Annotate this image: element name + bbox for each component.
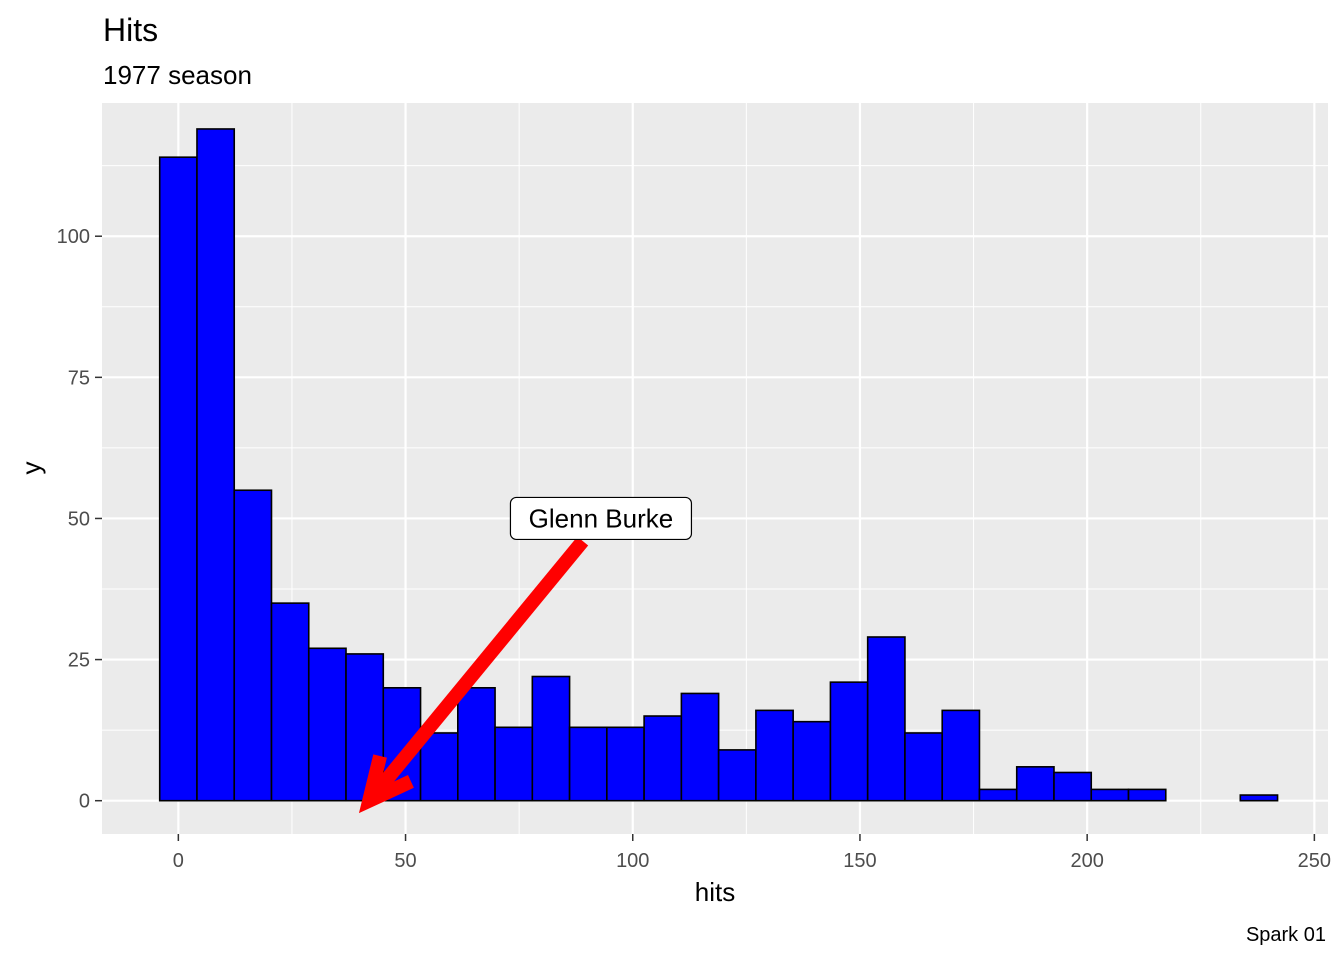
y-axis: 0 25 50 75 100 — [57, 226, 102, 813]
x-tick-label: 200 — [1070, 850, 1103, 872]
y-tick-label: 25 — [68, 650, 90, 672]
x-tick-label: 250 — [1298, 850, 1331, 872]
histogram-bar — [904, 732, 944, 802]
histogram-bar — [1015, 766, 1055, 802]
x-axis: 0 50 100 150 200 250 — [173, 834, 1331, 872]
histogram-bar — [494, 726, 534, 802]
annotation-label: Glenn Burke — [529, 503, 674, 533]
x-tick-label: 100 — [616, 850, 649, 872]
histogram-bar — [233, 489, 273, 802]
histogram-bar — [531, 675, 571, 802]
bars — [158, 128, 1279, 802]
annotation-arrow-head — [358, 754, 414, 814]
y-axis-title: y — [16, 462, 46, 475]
histogram-bar — [419, 732, 459, 802]
x-tick-label: 50 — [394, 850, 416, 872]
histogram-bar — [1127, 788, 1167, 802]
histogram-bar — [568, 726, 608, 802]
histogram-bar — [158, 156, 198, 802]
histogram-bar — [680, 692, 720, 802]
histogram-bar — [829, 681, 869, 802]
chart-subtitle: 1977 season — [103, 60, 252, 90]
histogram-bar — [196, 128, 236, 802]
histogram-bar — [643, 715, 683, 802]
histogram-bar — [717, 749, 757, 802]
histogram-bar — [866, 636, 906, 802]
histogram-bar — [792, 720, 832, 802]
y-tick-label: 100 — [57, 226, 90, 248]
histogram-bar — [941, 709, 981, 802]
annotation: Glenn Burke — [358, 496, 693, 814]
annotation-label-box — [509, 496, 693, 541]
histogram-bar — [1239, 794, 1279, 802]
histogram-bar — [307, 647, 347, 802]
histogram-bar — [345, 653, 385, 802]
histogram-bar — [1053, 771, 1093, 802]
chart-title: Hits — [103, 12, 158, 48]
histogram-bar — [978, 788, 1018, 802]
annotation-arrow — [363, 536, 589, 806]
y-tick-label: 50 — [68, 508, 90, 530]
chart-caption: Spark 01 — [1246, 924, 1326, 946]
y-tick-label: 0 — [79, 791, 90, 813]
x-axis-title: hits — [695, 877, 735, 907]
histogram-bar — [457, 686, 496, 802]
histogram-bar — [1090, 788, 1130, 802]
histogram-bar — [606, 726, 645, 802]
y-tick-label: 75 — [68, 367, 90, 389]
x-tick-label: 0 — [173, 850, 184, 872]
x-tick-label: 150 — [843, 850, 876, 872]
histogram-bar — [755, 709, 794, 802]
histogram-bar — [270, 602, 310, 802]
